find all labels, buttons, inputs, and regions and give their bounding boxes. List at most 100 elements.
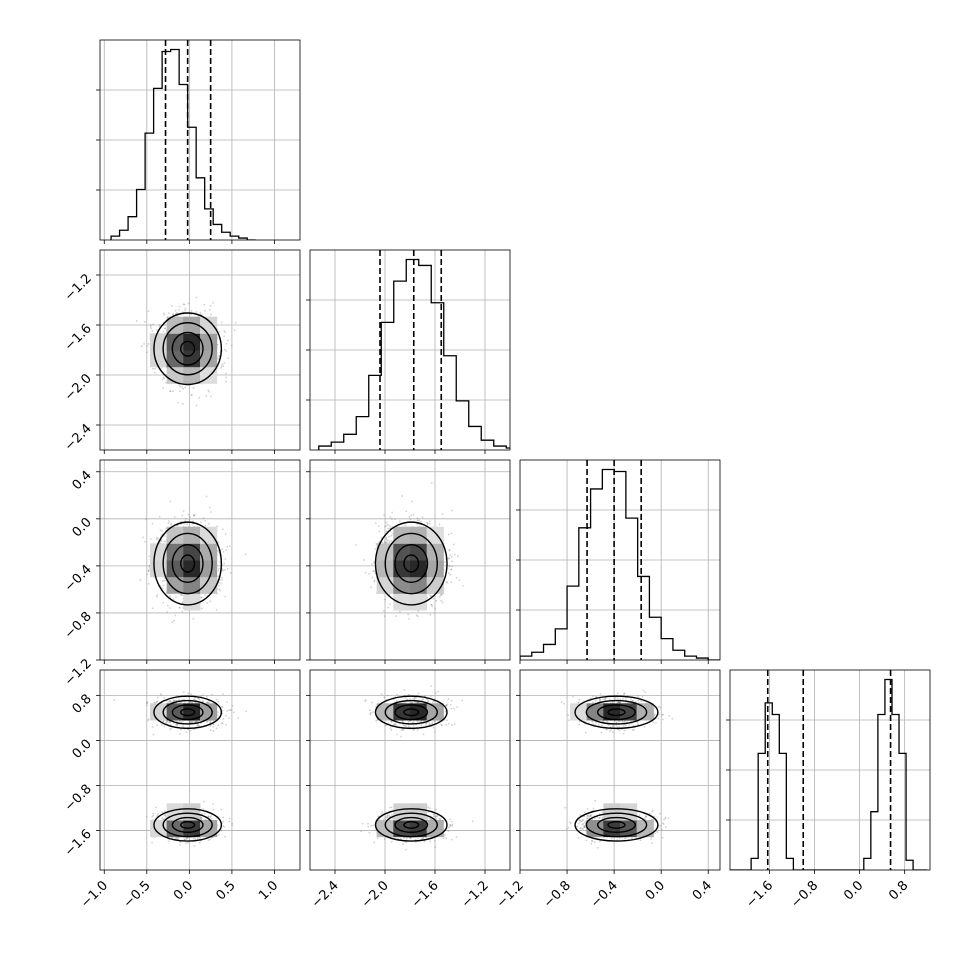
scatter-point — [174, 309, 177, 312]
scatter-point — [178, 606, 181, 609]
scatter-point — [374, 522, 377, 525]
scatter-point — [151, 330, 154, 332]
scatter-point — [381, 541, 383, 544]
scatter-point — [196, 837, 199, 840]
scatter-point — [175, 723, 177, 726]
scatter-point — [217, 550, 219, 552]
scatter-point — [230, 709, 233, 712]
scatter-point — [221, 548, 224, 551]
histogram-step — [520, 468, 720, 660]
scatter-point — [179, 390, 181, 393]
scatter-point — [224, 595, 227, 598]
scatter-point — [182, 303, 185, 306]
scatter-point — [173, 619, 176, 622]
scatter-point — [180, 523, 182, 526]
scatter-panel-1-0 — [100, 250, 300, 450]
scatter-point — [163, 540, 165, 543]
scatter-point — [169, 721, 171, 724]
scatter-point — [193, 514, 196, 516]
panel-frame — [99, 249, 301, 451]
scatter-point — [389, 525, 391, 527]
scatter-point — [180, 701, 183, 704]
scatter-point — [416, 517, 419, 520]
scatter-point — [405, 510, 408, 513]
scatter-point — [163, 577, 166, 580]
contour-line — [384, 532, 438, 595]
scatter-point — [169, 390, 172, 393]
scatter-point — [158, 515, 161, 518]
scatter-point — [404, 524, 406, 526]
density-cell — [410, 593, 428, 611]
scatter-point — [450, 555, 453, 558]
scatter-point — [226, 545, 229, 548]
density-cell — [183, 593, 201, 611]
scatter-point — [169, 595, 171, 597]
scatter-point — [430, 595, 432, 597]
scatter-point — [113, 699, 116, 702]
scatter-point — [222, 569, 225, 572]
scatter-point — [175, 837, 178, 840]
density-cell — [393, 593, 411, 611]
scatter-point — [223, 330, 225, 332]
scatter-point — [458, 579, 461, 582]
density-cell — [166, 366, 184, 384]
scatter-point — [206, 720, 208, 723]
contour-line — [162, 532, 213, 595]
scatter-point — [174, 614, 177, 617]
scatter-point — [180, 721, 183, 724]
scatter-point — [408, 515, 411, 518]
scatter-point — [412, 513, 415, 516]
scatter-point — [183, 522, 186, 525]
scatter-point — [378, 530, 381, 533]
scatter-point — [135, 320, 138, 322]
scatter-point — [163, 579, 166, 582]
scatter-point — [387, 606, 390, 609]
scatter-point — [164, 535, 166, 537]
scatter-point — [188, 519, 191, 521]
scatter-point — [228, 817, 231, 820]
scatter-point — [227, 357, 230, 360]
scatter-point — [222, 365, 225, 368]
scatter-point — [146, 701, 148, 704]
scatter-point — [195, 720, 198, 723]
scatter-point — [186, 523, 188, 526]
scatter-point — [215, 727, 218, 730]
scatter-point — [179, 841, 182, 844]
scatter-point — [155, 536, 158, 539]
density-cell — [166, 576, 184, 594]
scatter-point — [211, 693, 213, 696]
scatter-point — [217, 541, 220, 544]
scatter-point — [159, 529, 162, 532]
scatter-point — [244, 553, 247, 556]
scatter-point — [224, 533, 227, 535]
scatter-point — [224, 558, 227, 560]
scatter-point — [226, 339, 229, 342]
scatter-point — [157, 537, 160, 540]
scatter-point — [167, 312, 170, 315]
scatter-point — [176, 524, 179, 527]
scatter-point — [189, 701, 191, 704]
scatter-point — [181, 386, 184, 389]
scatter-point — [208, 506, 211, 509]
scatter-point — [145, 518, 147, 521]
contour-line — [403, 554, 420, 573]
scatter-point — [448, 549, 451, 552]
scatter-point — [221, 576, 224, 579]
scatter-point — [215, 608, 218, 611]
scatter-point — [218, 567, 220, 570]
scatter-point — [190, 393, 193, 396]
scatter-point — [207, 389, 210, 392]
scatter-point — [169, 607, 171, 609]
scatter-point — [189, 720, 192, 723]
scatter-point — [373, 562, 376, 564]
scatter-point — [163, 313, 166, 316]
scatter-point — [156, 594, 159, 596]
scatter-point — [443, 561, 446, 564]
scatter-point — [431, 605, 434, 608]
scatter-point — [212, 803, 215, 805]
scatter-point — [209, 600, 212, 603]
scatter-point — [217, 711, 219, 714]
density-cell — [166, 333, 184, 351]
scatter-point — [385, 541, 388, 543]
scatter-point — [390, 540, 393, 542]
